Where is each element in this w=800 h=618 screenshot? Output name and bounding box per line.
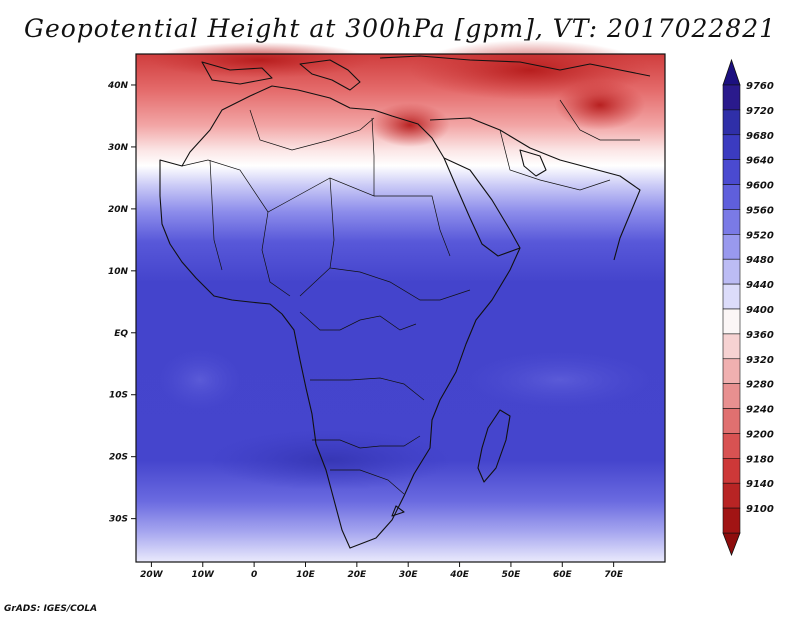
lat-tick-label: 10N	[108, 267, 129, 277]
colorbar: 9760 9720 9680 9640 9600 9560 9520 9480 9440 9400…	[722, 58, 774, 557]
colorbar-swatch	[722, 458, 741, 484]
lon-tick-label: 30E	[399, 570, 419, 580]
grads-credit: GrADS: IGES/COLA	[4, 604, 98, 614]
colorbar-swatch	[722, 408, 741, 434]
lon-tick-label: 50E	[502, 570, 522, 580]
colorbar-swatch	[722, 283, 741, 310]
colorbar-swatch	[722, 234, 741, 260]
colorbar-swatch	[722, 358, 741, 384]
colorbar-label: 9720	[746, 106, 774, 117]
colorbar-label: 9360	[746, 330, 774, 341]
colorbar-bottom-arrow	[722, 532, 741, 557]
borders	[181, 99, 640, 495]
lat-tick-label: 40N	[107, 81, 129, 91]
colorbar-swatch	[722, 109, 741, 136]
colorbar-swatch	[722, 433, 741, 459]
colorbar-label: 9200	[746, 429, 774, 440]
colorbar-swatch	[722, 333, 741, 360]
colorbar-label: 9560	[746, 205, 774, 216]
lat-tick-label: 20N	[108, 205, 129, 215]
longitude-axis: 20W 10W 0 10E 20E 30E 40E 50E 60E 70E	[140, 562, 624, 580]
colorbar-swatch	[722, 258, 741, 285]
lat-tick-label: 30N	[108, 143, 129, 153]
colorbar-label: 9440	[746, 280, 774, 291]
lat-tick-label: EQ	[114, 329, 128, 339]
colorbar-label: 9640	[746, 156, 774, 167]
lon-tick-label: 20W	[140, 570, 164, 580]
lat-tick-label: 30S	[109, 515, 128, 525]
lon-tick-label: 60E	[553, 570, 573, 580]
latitude-axis: 40N 30N 20N 10N EQ 10S 20S 30S	[107, 81, 136, 525]
lon-tick-label: 0	[251, 570, 257, 580]
colorbar-label: 9320	[746, 355, 774, 366]
lat-tick-label: 20S	[109, 453, 128, 463]
coastlines	[159, 55, 651, 549]
lon-tick-label: 20E	[348, 570, 368, 580]
colorbar-label: 9520	[746, 230, 774, 241]
colorbar-label: 9180	[746, 454, 774, 465]
lat-tick-label: 10S	[109, 391, 128, 401]
colorbar-label: 9760	[746, 81, 774, 92]
colorbar-label: 9280	[746, 380, 774, 391]
colorbar-label: 9240	[746, 405, 774, 416]
colorbar-swatch	[722, 383, 741, 409]
colorbar-swatch	[722, 507, 741, 534]
colorbar-top-arrow	[722, 58, 741, 86]
plot-frame	[135, 53, 666, 563]
colorbar-label: 9600	[746, 181, 774, 192]
colorbar-label: 9480	[746, 255, 774, 266]
lon-tick-label: 10W	[192, 570, 216, 580]
colorbar-swatch	[722, 308, 741, 335]
colorbar-label: 9100	[746, 504, 774, 515]
chart-title: Geopotential Height at 300hPa [gpm], VT:…	[23, 14, 777, 43]
lon-tick-label: 40E	[449, 570, 470, 580]
colorbar-label: 9680	[746, 131, 774, 142]
height-field	[136, 40, 665, 562]
colorbar-swatch	[722, 159, 741, 185]
lon-tick-label: 70E	[604, 570, 624, 580]
colorbar-label: 9140	[746, 479, 774, 490]
colorbar-swatch	[722, 184, 741, 210]
colorbar-swatch	[722, 134, 741, 160]
lon-tick-label: 10E	[296, 570, 316, 580]
colorbar-swatch	[722, 84, 741, 111]
colorbar-label: 9400	[746, 305, 774, 316]
colorbar-swatch	[722, 482, 741, 509]
colorbar-swatch	[722, 209, 741, 235]
